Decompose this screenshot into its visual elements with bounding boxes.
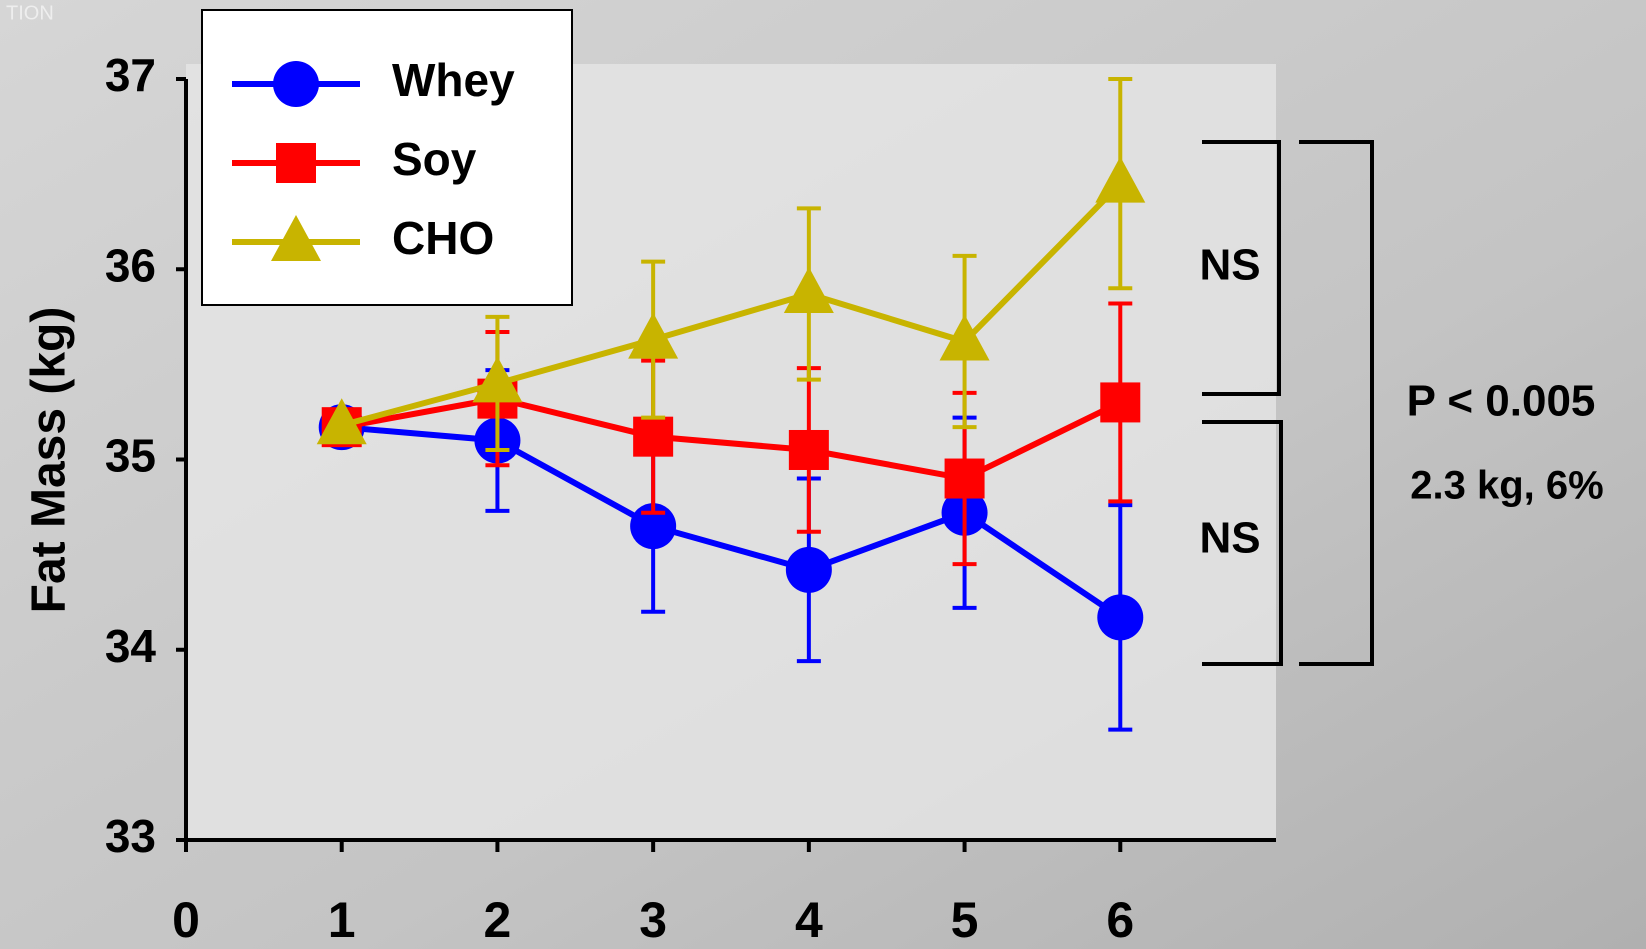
legend-marker [273, 61, 319, 107]
x-tick-label: 1 [328, 892, 356, 948]
y-axis-label: Fat Mass (kg) [23, 307, 76, 614]
legend-marker [276, 143, 316, 183]
x-tick-label: 2 [484, 892, 512, 948]
x-tick-label: 0 [172, 892, 200, 948]
corner-text: TION [6, 2, 54, 24]
x-tick-label: 5 [951, 892, 979, 948]
y-tick-label: 36 [105, 239, 156, 291]
annotation: NS [1199, 241, 1260, 290]
y-tick-label: 35 [105, 430, 156, 482]
marker [945, 459, 985, 499]
marker [789, 430, 829, 470]
legend [202, 10, 572, 305]
annotation: P < 0.005 [1407, 377, 1596, 426]
y-tick-label: 33 [105, 810, 156, 862]
marker [786, 547, 832, 593]
y-tick-label: 37 [105, 49, 156, 101]
marker [1100, 382, 1140, 422]
legend-label: Soy [392, 133, 477, 185]
x-tick-label: 6 [1106, 892, 1134, 948]
y-tick-label: 34 [105, 620, 157, 672]
marker [633, 417, 673, 457]
annotation: 2.3 kg, 6% [1410, 464, 1603, 508]
annotation: NS [1199, 514, 1260, 563]
marker [1097, 594, 1143, 640]
x-tick-label: 3 [639, 892, 667, 948]
chart: TION Fat Mass (kg) NS NS P < 0.005 2.3 k… [0, 0, 1646, 949]
legend-label: Whey [392, 54, 515, 106]
legend-label: CHO [392, 212, 494, 264]
x-tick-label: 4 [795, 892, 823, 948]
